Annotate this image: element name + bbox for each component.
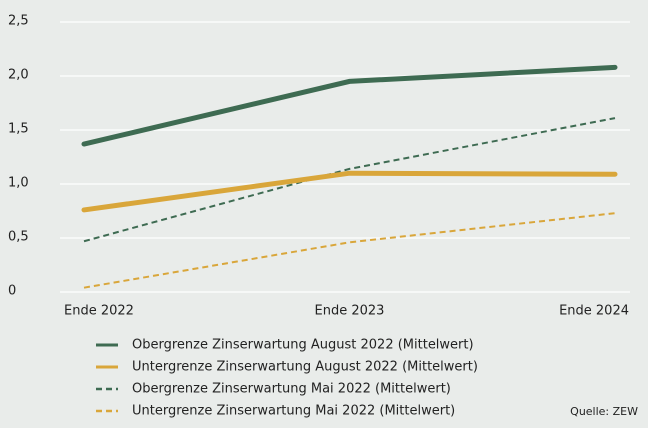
x-tick-label: Ende 2024 [559,304,629,319]
source: Quelle: ZEW [570,405,638,418]
y-tick-label: 1,5 [8,122,29,137]
x-tick-label: Ende 2022 [64,304,134,319]
y-tick-label: 1,0 [8,176,29,191]
legend-label: Obergrenze Zinserwartung Mai 2022 (Mitte… [132,382,451,397]
legend-label: Untergrenze Zinserwartung August 2022 (M… [132,360,478,375]
y-tick-label: 2,0 [8,68,29,83]
y-tick-label: 0,5 [8,230,29,245]
y-tick-label: 2,5 [8,14,29,29]
y-tick-label: 0 [8,284,16,299]
series-line [81,64,618,147]
series-line [83,212,616,289]
series-line [81,170,618,213]
legend-label: Untergrenze Zinserwartung Mai 2022 (Mitt… [132,404,455,419]
series-line [83,117,616,243]
legend-label: Obergrenze Zinserwartung August 2022 (Mi… [132,338,474,353]
x-tick-label: Ende 2023 [315,304,385,319]
